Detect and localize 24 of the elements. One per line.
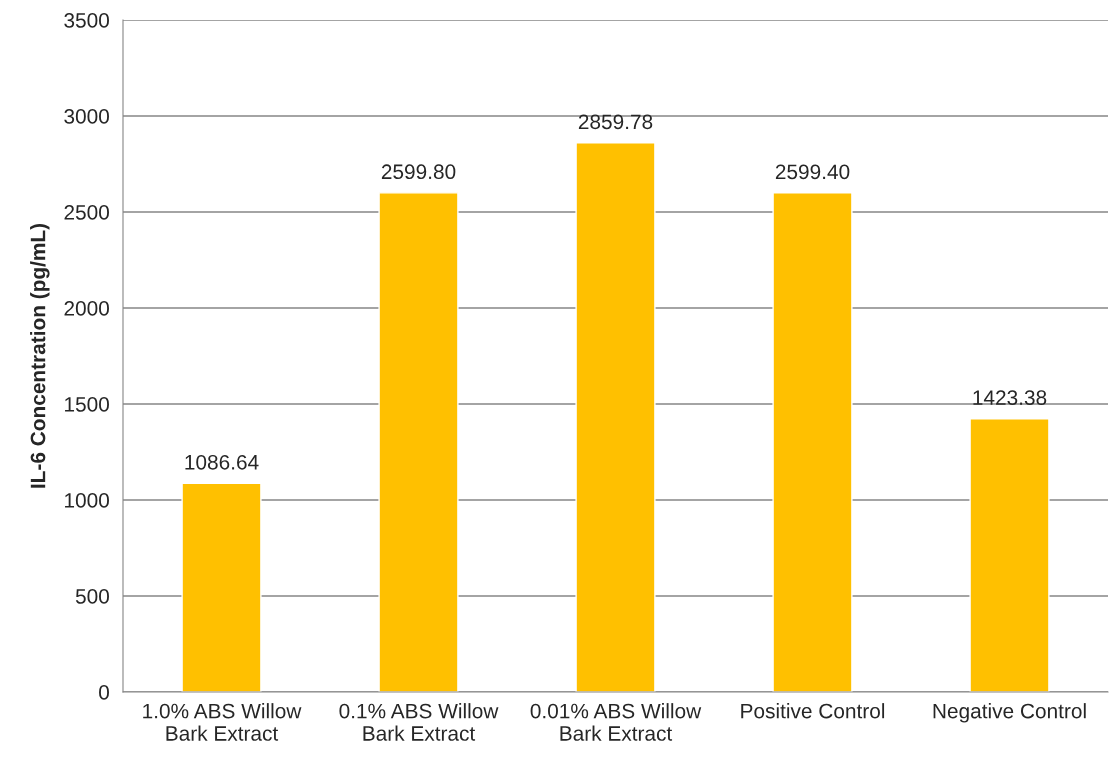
y-tick-label: 1000 — [65, 493, 109, 508]
data-label: 1423.38 — [973, 390, 1047, 405]
x-tick-label: Positive Control — [741, 703, 885, 719]
y-tick-label: 2500 — [64, 205, 109, 220]
x-tick-label: 1.0% ABS Willow Bark Extract — [143, 703, 302, 741]
y-tick-label: 3500 — [64, 13, 109, 28]
data-label: 2859.78 — [578, 114, 653, 130]
y-tick-label: 2000 — [64, 301, 109, 316]
y-tick-label: 500 — [75, 589, 109, 604]
x-tick-label: Negative Control — [933, 703, 1086, 723]
data-label: 2599.40 — [775, 164, 850, 180]
data-label: 1086.64 — [185, 454, 259, 470]
data-label: 2599.80 — [381, 164, 456, 180]
bar — [575, 142, 656, 692]
y-tick-label: 1500 — [65, 397, 109, 412]
y-axis-title: IL-6 Concentration (pg/mL) — [30, 223, 50, 488]
bar — [969, 418, 1050, 692]
bar — [772, 192, 853, 692]
x-tick-label: 0.1% ABS Willow Bark Extract — [339, 703, 499, 741]
bar — [378, 192, 459, 692]
y-tick-label: 3000 — [64, 109, 109, 124]
y-tick-label: 0 — [99, 685, 109, 700]
x-tick-label: 0.01% ABS Willow Bark Extract — [530, 703, 702, 741]
bar — [181, 482, 262, 692]
